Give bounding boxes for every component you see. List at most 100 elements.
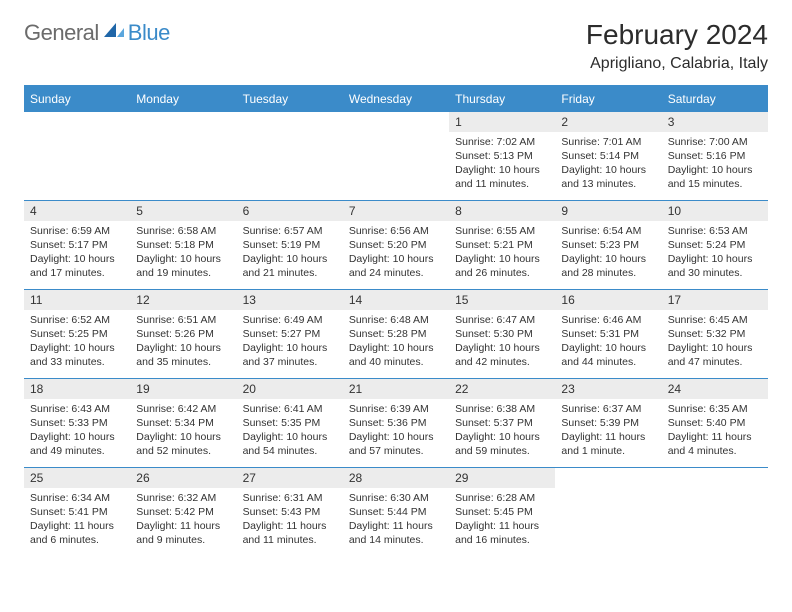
daylight-line: Daylight: 10 hours and 19 minutes. (136, 252, 230, 280)
day-details: Sunrise: 6:30 AMSunset: 5:44 PMDaylight:… (343, 488, 449, 554)
day-header: Saturday (662, 86, 768, 112)
sunrise-line: Sunrise: 6:34 AM (30, 491, 124, 505)
calendar-cell: 12Sunrise: 6:51 AMSunset: 5:26 PMDayligh… (130, 289, 236, 378)
sunset-line: Sunset: 5:30 PM (455, 327, 549, 341)
day-details: Sunrise: 6:28 AMSunset: 5:45 PMDaylight:… (449, 488, 555, 554)
calendar-row: 4Sunrise: 6:59 AMSunset: 5:17 PMDaylight… (24, 200, 768, 289)
date-number: 28 (343, 468, 449, 488)
day-details: Sunrise: 6:58 AMSunset: 5:18 PMDaylight:… (130, 221, 236, 287)
header: General Blue February 2024 Aprigliano, C… (24, 20, 768, 73)
day-details: Sunrise: 6:47 AMSunset: 5:30 PMDaylight:… (449, 310, 555, 376)
calendar-cell: 27Sunrise: 6:31 AMSunset: 5:43 PMDayligh… (237, 467, 343, 556)
sunrise-line: Sunrise: 6:56 AM (349, 224, 443, 238)
date-number: 23 (555, 379, 661, 399)
day-header: Monday (130, 86, 236, 112)
calendar-cell: 13Sunrise: 6:49 AMSunset: 5:27 PMDayligh… (237, 289, 343, 378)
sunset-line: Sunset: 5:35 PM (243, 416, 337, 430)
day-details: Sunrise: 6:49 AMSunset: 5:27 PMDaylight:… (237, 310, 343, 376)
calendar-cell: 20Sunrise: 6:41 AMSunset: 5:35 PMDayligh… (237, 378, 343, 467)
sunset-line: Sunset: 5:41 PM (30, 505, 124, 519)
sunrise-line: Sunrise: 6:49 AM (243, 313, 337, 327)
daylight-line: Daylight: 11 hours and 11 minutes. (243, 519, 337, 547)
date-number: 29 (449, 468, 555, 488)
daylight-line: Daylight: 10 hours and 24 minutes. (349, 252, 443, 280)
day-header: Wednesday (343, 86, 449, 112)
calendar-cell (555, 467, 661, 556)
calendar-cell (343, 111, 449, 200)
day-details: Sunrise: 6:32 AMSunset: 5:42 PMDaylight:… (130, 488, 236, 554)
date-number: 18 (24, 379, 130, 399)
day-header-row: SundayMondayTuesdayWednesdayThursdayFrid… (24, 86, 768, 112)
sunrise-line: Sunrise: 6:32 AM (136, 491, 230, 505)
calendar-row: 1Sunrise: 7:02 AMSunset: 5:13 PMDaylight… (24, 111, 768, 200)
day-details: Sunrise: 6:43 AMSunset: 5:33 PMDaylight:… (24, 399, 130, 465)
sunset-line: Sunset: 5:24 PM (668, 238, 762, 252)
daylight-line: Daylight: 10 hours and 21 minutes. (243, 252, 337, 280)
date-number: 4 (24, 201, 130, 221)
month-title: February 2024 (586, 20, 768, 51)
date-number: 2 (555, 112, 661, 132)
calendar-cell: 5Sunrise: 6:58 AMSunset: 5:18 PMDaylight… (130, 200, 236, 289)
calendar-cell (24, 111, 130, 200)
sunrise-line: Sunrise: 7:00 AM (668, 135, 762, 149)
sunset-line: Sunset: 5:14 PM (561, 149, 655, 163)
calendar-cell: 26Sunrise: 6:32 AMSunset: 5:42 PMDayligh… (130, 467, 236, 556)
day-details: Sunrise: 6:35 AMSunset: 5:40 PMDaylight:… (662, 399, 768, 465)
sunrise-line: Sunrise: 7:01 AM (561, 135, 655, 149)
sunset-line: Sunset: 5:32 PM (668, 327, 762, 341)
logo: General Blue (24, 20, 170, 46)
day-details: Sunrise: 6:57 AMSunset: 5:19 PMDaylight:… (237, 221, 343, 287)
calendar-cell: 28Sunrise: 6:30 AMSunset: 5:44 PMDayligh… (343, 467, 449, 556)
daylight-line: Daylight: 10 hours and 28 minutes. (561, 252, 655, 280)
daylight-line: Daylight: 10 hours and 26 minutes. (455, 252, 549, 280)
calendar-cell: 8Sunrise: 6:55 AMSunset: 5:21 PMDaylight… (449, 200, 555, 289)
daylight-line: Daylight: 10 hours and 15 minutes. (668, 163, 762, 191)
sunrise-line: Sunrise: 6:38 AM (455, 402, 549, 416)
sunrise-line: Sunrise: 6:37 AM (561, 402, 655, 416)
calendar-cell: 6Sunrise: 6:57 AMSunset: 5:19 PMDaylight… (237, 200, 343, 289)
calendar-cell: 21Sunrise: 6:39 AMSunset: 5:36 PMDayligh… (343, 378, 449, 467)
day-details: Sunrise: 6:39 AMSunset: 5:36 PMDaylight:… (343, 399, 449, 465)
sunrise-line: Sunrise: 6:59 AM (30, 224, 124, 238)
calendar-cell: 14Sunrise: 6:48 AMSunset: 5:28 PMDayligh… (343, 289, 449, 378)
date-number: 14 (343, 290, 449, 310)
sunrise-line: Sunrise: 6:43 AM (30, 402, 124, 416)
date-number: 6 (237, 201, 343, 221)
day-header: Thursday (449, 86, 555, 112)
sunset-line: Sunset: 5:45 PM (455, 505, 549, 519)
calendar-cell: 3Sunrise: 7:00 AMSunset: 5:16 PMDaylight… (662, 111, 768, 200)
day-details: Sunrise: 7:01 AMSunset: 5:14 PMDaylight:… (555, 132, 661, 198)
date-number: 5 (130, 201, 236, 221)
calendar-cell: 1Sunrise: 7:02 AMSunset: 5:13 PMDaylight… (449, 111, 555, 200)
daylight-line: Daylight: 10 hours and 47 minutes. (668, 341, 762, 369)
sunset-line: Sunset: 5:34 PM (136, 416, 230, 430)
day-details: Sunrise: 6:41 AMSunset: 5:35 PMDaylight:… (237, 399, 343, 465)
logo-sail-icon (103, 22, 125, 45)
calendar-cell (662, 467, 768, 556)
sunset-line: Sunset: 5:25 PM (30, 327, 124, 341)
day-header: Tuesday (237, 86, 343, 112)
sunset-line: Sunset: 5:42 PM (136, 505, 230, 519)
sunset-line: Sunset: 5:44 PM (349, 505, 443, 519)
daylight-line: Daylight: 10 hours and 17 minutes. (30, 252, 124, 280)
daylight-line: Daylight: 10 hours and 30 minutes. (668, 252, 762, 280)
calendar-cell: 11Sunrise: 6:52 AMSunset: 5:25 PMDayligh… (24, 289, 130, 378)
day-details: Sunrise: 6:59 AMSunset: 5:17 PMDaylight:… (24, 221, 130, 287)
date-number: 16 (555, 290, 661, 310)
sunset-line: Sunset: 5:21 PM (455, 238, 549, 252)
daylight-line: Daylight: 10 hours and 49 minutes. (30, 430, 124, 458)
sunset-line: Sunset: 5:16 PM (668, 149, 762, 163)
sunset-line: Sunset: 5:17 PM (30, 238, 124, 252)
sunrise-line: Sunrise: 6:30 AM (349, 491, 443, 505)
daylight-line: Daylight: 11 hours and 9 minutes. (136, 519, 230, 547)
daylight-line: Daylight: 10 hours and 33 minutes. (30, 341, 124, 369)
calendar-row: 11Sunrise: 6:52 AMSunset: 5:25 PMDayligh… (24, 289, 768, 378)
calendar-row: 18Sunrise: 6:43 AMSunset: 5:33 PMDayligh… (24, 378, 768, 467)
date-number: 7 (343, 201, 449, 221)
location: Aprigliano, Calabria, Italy (586, 55, 768, 73)
date-number: 1 (449, 112, 555, 132)
calendar-cell: 4Sunrise: 6:59 AMSunset: 5:17 PMDaylight… (24, 200, 130, 289)
sunrise-line: Sunrise: 6:57 AM (243, 224, 337, 238)
date-number: 8 (449, 201, 555, 221)
daylight-line: Daylight: 10 hours and 11 minutes. (455, 163, 549, 191)
